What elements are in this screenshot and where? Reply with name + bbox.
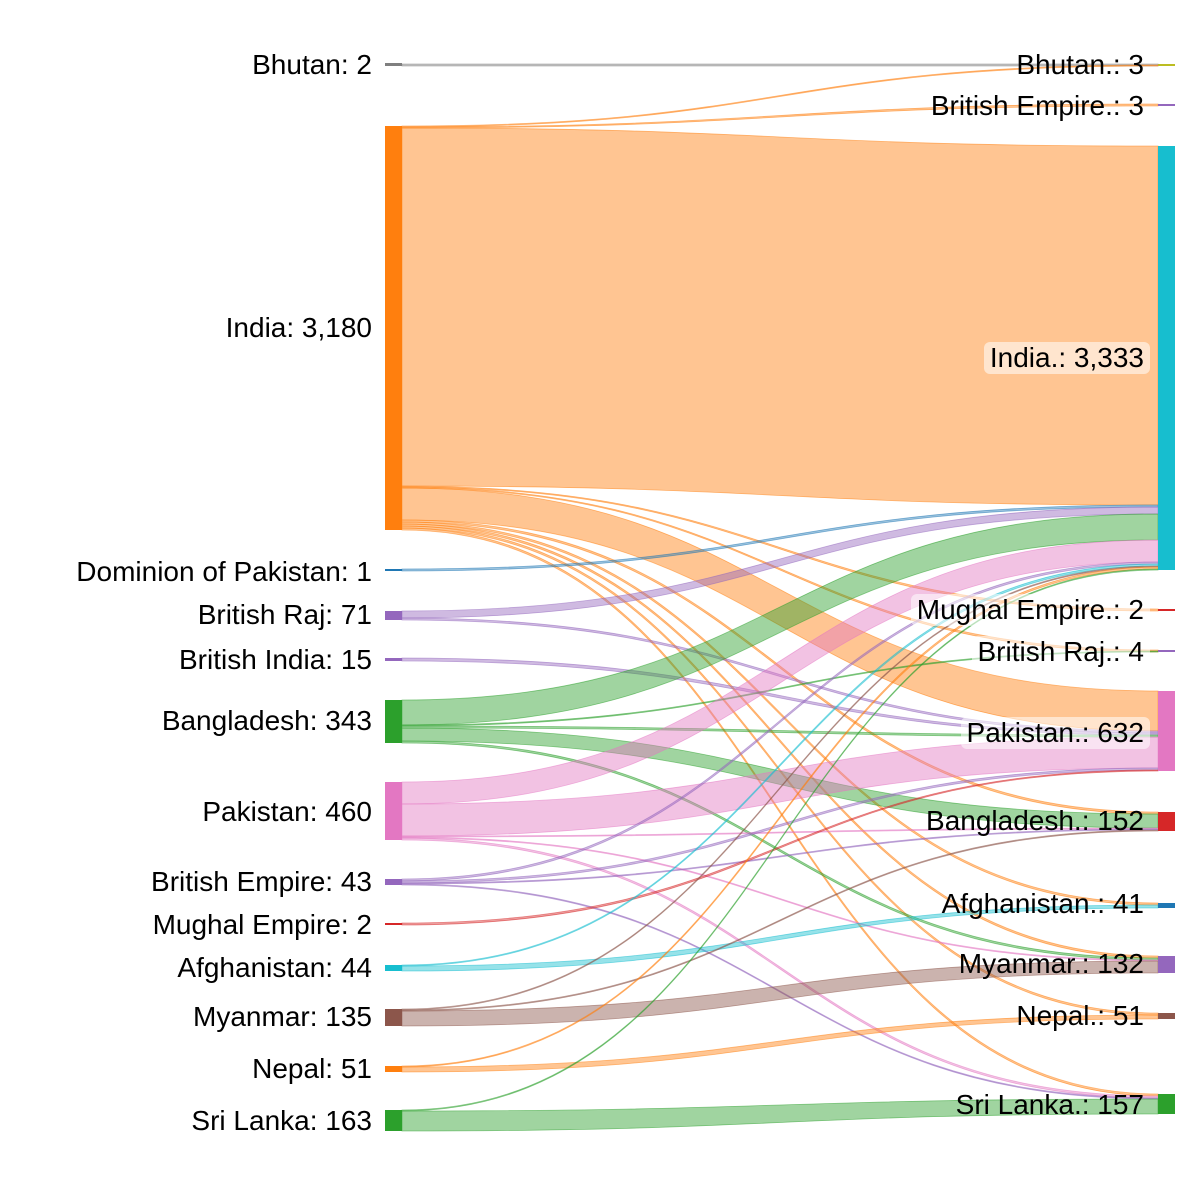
left-label-india: India: 3,180 [225, 312, 372, 343]
left-label-british-raj: British Raj: 71 [197, 599, 372, 630]
sankey-node [1158, 64, 1175, 66]
right-label-british-raj: British Raj.: 4 [971, 636, 1150, 668]
sankey-link [401, 127, 1159, 506]
sankey-node [1158, 1013, 1175, 1019]
sankey-nodes [385, 63, 1175, 1131]
sankey-node [1158, 956, 1175, 973]
left-label-bangladesh: Bangladesh: 343 [161, 705, 372, 736]
right-label-sri-lanka: Sri Lanka.: 157 [955, 1089, 1144, 1120]
sankey-node [385, 700, 402, 743]
sankey-node [1158, 812, 1175, 831]
sankey-node [385, 923, 402, 925]
right-label-bhutan: Bhutan.: 3 [1016, 49, 1144, 80]
sankey-node [385, 782, 402, 840]
sankey-node [385, 1066, 402, 1072]
sankey-node [1158, 609, 1175, 611]
left-label-afghanistan: Afghanistan: 44 [177, 952, 372, 983]
sankey-node [385, 1009, 402, 1026]
right-label-mughal-empire: Mughal Empire.: 2 [910, 594, 1150, 626]
right-label-bangladesh: Bangladesh.: 152 [926, 805, 1144, 836]
sankey-node [385, 879, 402, 885]
sankey-node [385, 965, 402, 971]
left-label-pakistan: Pakistan: 460 [202, 796, 372, 827]
left-label-british-india: British India: 15 [179, 644, 372, 675]
sankey-node [1158, 650, 1175, 652]
sankey-links [401, 63, 1159, 1132]
sankey-node [385, 126, 402, 530]
left-label-bhutan: Bhutan: 2 [252, 49, 372, 80]
right-label-myanmar: Myanmar.: 132 [958, 948, 1144, 979]
left-label-mughal-empire: Mughal Empire: 2 [152, 909, 372, 940]
sankey-node [1158, 104, 1175, 106]
right-label-british-empire: British Empire.: 3 [930, 90, 1144, 121]
right-label-afghanistan: Afghanistan.: 41 [941, 888, 1144, 919]
left-label-dominion-of-pakistan: Dominion of Pakistan: 1 [76, 556, 372, 587]
left-label-sri-lanka: Sri Lanka: 163 [191, 1105, 372, 1136]
sankey-node [1158, 146, 1175, 570]
right-label-pakistan: Pakistan.: 632 [960, 717, 1150, 749]
right-label-india: India.: 3,333 [983, 342, 1150, 374]
left-label-british-empire: British Empire: 43 [151, 866, 372, 897]
sankey-node [385, 63, 402, 66]
sankey-node [385, 1110, 402, 1131]
sankey-node [385, 569, 402, 571]
sankey-node [1158, 691, 1175, 771]
sankey-node [1158, 903, 1175, 908]
sankey-node [1158, 1094, 1175, 1114]
left-label-myanmar: Myanmar: 135 [193, 1001, 372, 1032]
sankey-node [385, 658, 402, 661]
left-label-nepal: Nepal: 51 [252, 1053, 372, 1084]
sankey-node [385, 611, 402, 620]
right-label-nepal: Nepal.: 51 [1016, 1000, 1144, 1031]
